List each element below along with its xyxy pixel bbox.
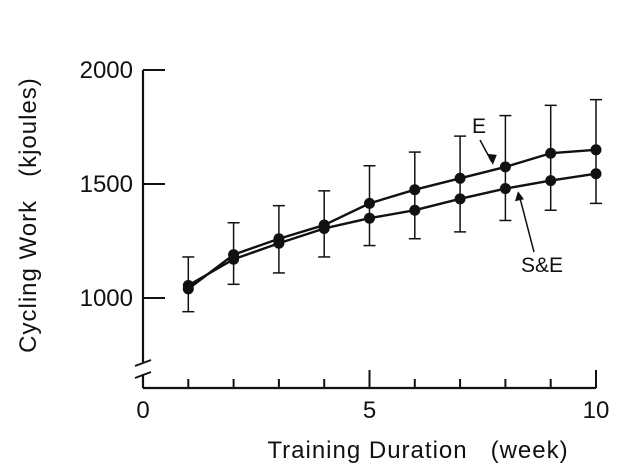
data-points — [182, 144, 602, 295]
y-tick-label: 1500 — [80, 171, 133, 198]
arrowhead-e — [487, 153, 497, 165]
series-arrow-se — [518, 194, 535, 253]
y-tick-label: 2000 — [80, 57, 133, 84]
point-e — [590, 144, 602, 156]
y-axis-break-mark — [134, 359, 152, 367]
x-axis-label: Training Duration (week) — [267, 437, 568, 464]
y-tick-label: 1000 — [80, 285, 133, 312]
axes: 1000 1500 2000 0 5 10 — [80, 57, 610, 424]
point-se — [273, 237, 285, 249]
series-lines — [187, 148, 597, 290]
point-e — [364, 197, 375, 209]
y-axis-break-mark — [134, 371, 152, 379]
point-e — [499, 161, 511, 173]
x-tick-label: 10 — [583, 397, 610, 424]
point-se — [499, 183, 511, 195]
x-tick-label: 5 — [363, 397, 376, 424]
point-se — [409, 204, 421, 216]
point-se — [454, 193, 466, 205]
series-line-e — [187, 148, 597, 290]
point-se — [545, 175, 557, 187]
point-e — [409, 184, 421, 196]
point-e — [545, 147, 557, 159]
arrowhead-se — [514, 191, 524, 202]
series-line-se — [187, 172, 597, 287]
point-se — [318, 222, 330, 234]
error-bars — [182, 98, 602, 313]
x-tick-label: 0 — [136, 397, 149, 424]
point-se — [228, 253, 240, 265]
point-se — [364, 212, 375, 224]
series-annotations: E S&E — [472, 115, 563, 277]
y-axis-label: Cycling Work (kjoules) — [15, 77, 42, 353]
point-e — [454, 172, 466, 184]
series-label-e: E — [472, 115, 486, 138]
point-se — [182, 279, 194, 291]
series-label-se: S&E — [521, 254, 563, 277]
point-se — [590, 168, 602, 180]
